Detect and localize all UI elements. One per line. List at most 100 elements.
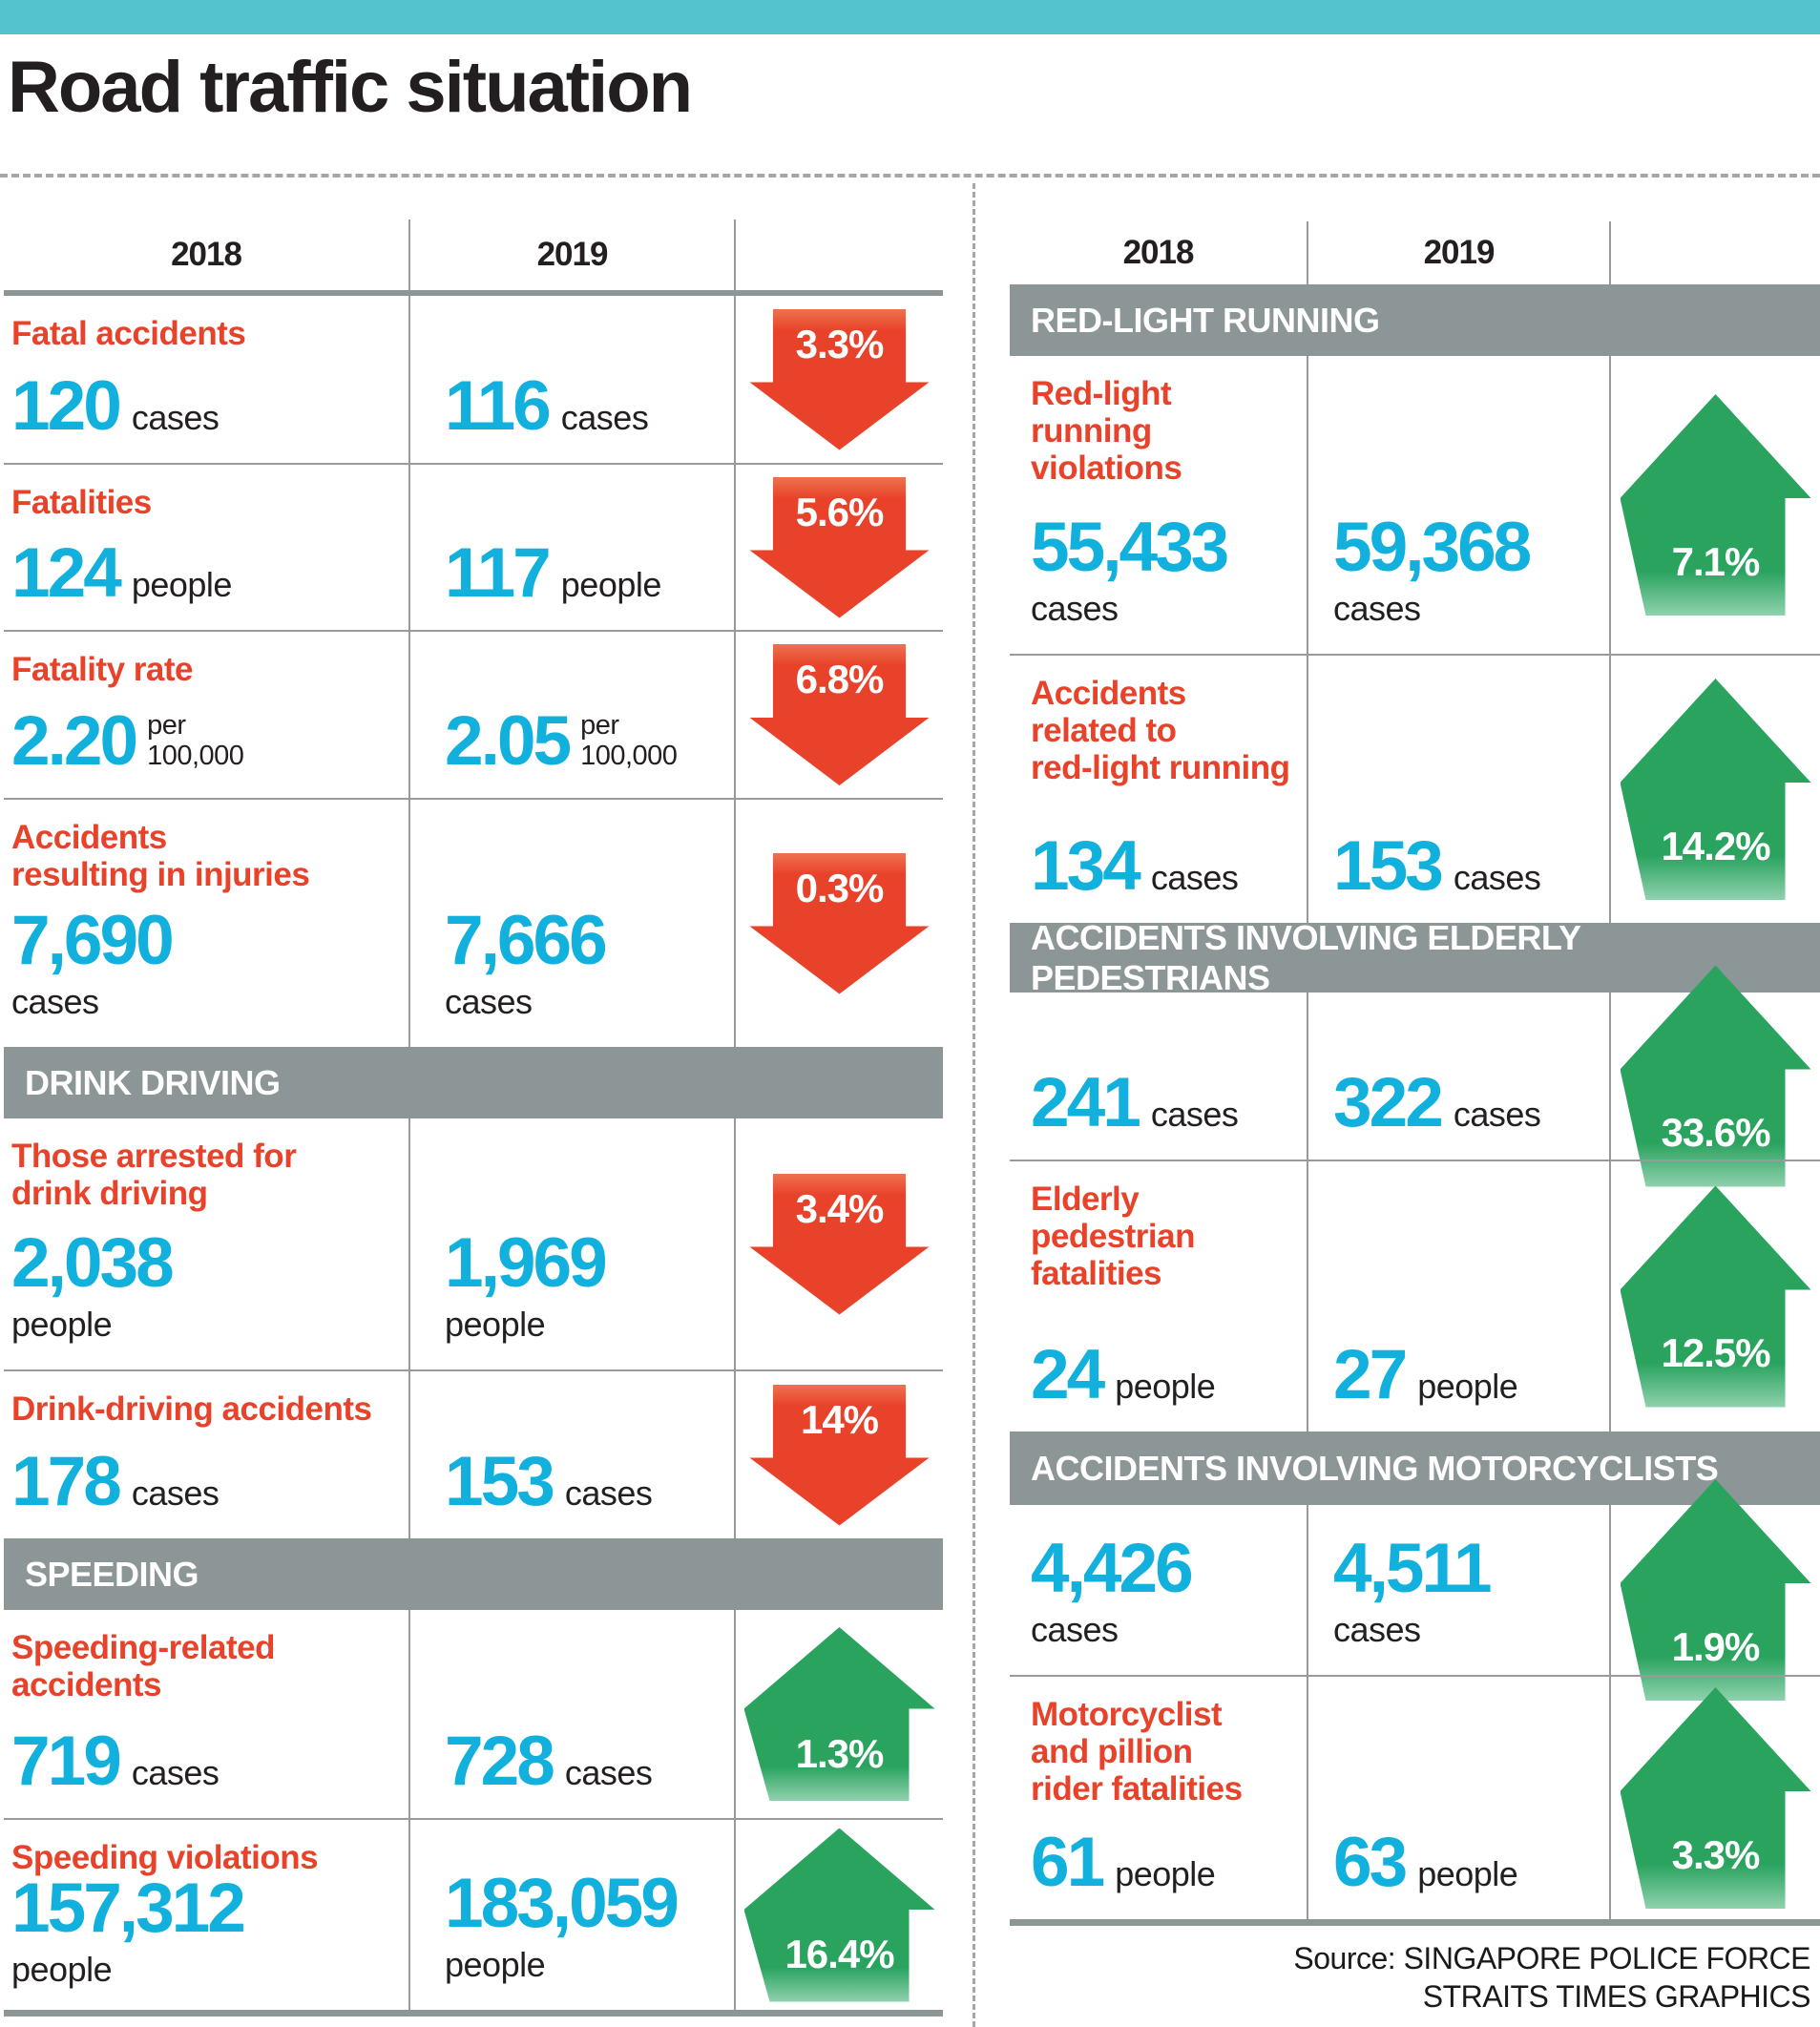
stat-value-line: 157,312	[11, 1873, 403, 1943]
stat-label: Accidents resulting in injuries	[11, 819, 403, 893]
stat-2019-cell: 27 people	[1307, 1161, 1609, 1431]
row-drink-driving-accidents: Drink-driving accidents 178 cases 153 cases 1…	[4, 1369, 943, 1538]
stat-label-line: Those arrested for	[11, 1138, 297, 1175]
year-header-row: 2018 2019	[1010, 221, 1820, 284]
row-fatalities: Fatalities 124 people 117 people 5.6%	[4, 463, 943, 630]
stat-label: Fatality rate	[11, 651, 403, 688]
stat-unit: cases	[1333, 1610, 1421, 1649]
stat-unit: cases	[445, 982, 533, 1021]
stat-unit: cases	[1031, 1610, 1119, 1649]
stat-value-block: 153 cases	[445, 1447, 728, 1516]
row-speeding-accidents: Speeding-related accidents 719 cases 728 case…	[4, 1610, 943, 1818]
trend-pct: 6.8%	[795, 657, 885, 701]
stat-value-2018: 124	[11, 533, 122, 612]
stat-unit: cases	[560, 397, 649, 437]
stat-unit: cases	[1453, 1094, 1541, 1134]
stat-value-2019: 116	[445, 366, 552, 445]
stat-value-2019: 2.05	[445, 701, 572, 780]
section-band-label: SPEEDING	[25, 1554, 199, 1594]
trend-arrow-up: 33.6%	[1620, 965, 1811, 1187]
trend-cell: 5.6%	[734, 465, 943, 630]
row-red-light-violations: Red-light running violations 55,433 cases 59,…	[1010, 356, 1820, 654]
stat-unit: people	[11, 1950, 113, 1990]
stat-label: Accidents related to red-light running	[1031, 675, 1301, 787]
stat-value-2019: 1,969	[445, 1223, 608, 1302]
trend-arrow-down: 0.3%	[749, 852, 930, 994]
stat-value-2018: 2.20	[11, 701, 138, 780]
trend-arrow-down: 6.8%	[749, 644, 930, 785]
stat-value-2018: 719	[11, 1722, 122, 1800]
trend-cell: 7.1%	[1609, 356, 1820, 654]
stat-unit: people	[1115, 1366, 1216, 1406]
stat-unit: people	[560, 564, 662, 604]
stat-2019-cell: 153 cases	[1307, 656, 1609, 923]
stat-2019-cell: 322 cases	[1307, 993, 1609, 1160]
stat-unit: people	[1115, 1853, 1216, 1893]
stat-value-line: 4,511	[1333, 1534, 1603, 1603]
section-band-drink-driving: DRINK DRIVING	[4, 1047, 943, 1118]
year-header-row: 2018 2019	[4, 219, 943, 296]
trend-pct: 16.4%	[784, 1932, 894, 1977]
stat-label: Fatalities	[11, 484, 403, 521]
stat-label-line: Accidents	[11, 819, 167, 856]
stat-unit: cases	[131, 1473, 220, 1513]
stat-value-2018: 134	[1031, 826, 1141, 905]
stat-2019-cell: 117 people	[408, 465, 734, 630]
row-fatal-accidents: Fatal accidents 120 cases 116 cases 3.3%	[4, 296, 943, 463]
section-band-red-light-running: RED-LIGHT RUNNING	[1010, 284, 1820, 356]
stat-label: Fatal accidents	[11, 315, 403, 352]
stat-value-2018: 61	[1031, 1823, 1105, 1901]
stat-label: Speeding violations	[11, 1839, 403, 1876]
trend-cell: 1.3%	[734, 1610, 943, 1818]
stat-unit: people	[1417, 1853, 1518, 1893]
stat-2018-cell: 241 cases	[1010, 993, 1307, 1160]
stat-value-block: 117 people	[445, 538, 728, 608]
stat-value-line: 27 people	[1333, 1335, 1603, 1413]
stat-value-2018: 4,426	[1031, 1529, 1194, 1607]
trend-arrow-down: 3.3%	[749, 308, 930, 450]
stat-value-line: 2.20 per 100,000	[11, 701, 403, 780]
stat-value-2019: 153	[1333, 826, 1444, 905]
stat-2019-cell: 153 cases	[408, 1371, 734, 1538]
year-header-spacer	[734, 219, 943, 290]
stat-unit: cases	[131, 1752, 220, 1792]
stat-value-line: 59,368	[1333, 512, 1603, 582]
trend-pct: 5.6%	[795, 489, 885, 534]
stat-value-line: 55,433	[1031, 508, 1301, 586]
left-stats-table: 2018 2019 Fatal accidents 120 cases 116 cases 3…	[4, 219, 943, 2017]
trend-pct: 3.3%	[795, 321, 885, 366]
right-stats-table: 2018 2019 RED-LIGHT RUNNING Red-light runnin…	[1010, 221, 1820, 1926]
stat-value-block: 2.05 per 100,000	[445, 701, 728, 780]
stat-label-line: running	[1031, 412, 1152, 450]
stat-value-2019: 63	[1333, 1823, 1408, 1901]
trend-cell: 3.3%	[1609, 1677, 1820, 1919]
stat-label-line: fatalities	[1031, 1255, 1162, 1293]
stat-value-line: 178 cases	[11, 1447, 403, 1516]
stat-2018-cell: Fatality rate 2.20 per 100,000	[4, 632, 408, 798]
stat-value-line: 117 people	[445, 538, 728, 608]
stat-2018-cell: Accidents resulting in injuries 7,690 cases	[4, 800, 408, 1047]
stat-value-2018: 55,433	[1031, 508, 1229, 586]
stat-2019-cell: 4,511 cases	[1307, 1505, 1609, 1675]
row-motorcyclist-fatalities: Motorcyclist and pillion rider fatalities 6…	[1010, 1675, 1820, 1919]
stat-2019-cell: 7,666 cases	[408, 800, 734, 1047]
trend-arrow-up: 1.9%	[1620, 1479, 1811, 1701]
stat-value-line: 153 cases	[1333, 826, 1603, 905]
stat-label-line: Drink-driving accidents	[11, 1390, 372, 1428]
stat-value-block: 157,312 people	[11, 1873, 403, 1990]
trend-pct: 14%	[800, 1396, 879, 1442]
stat-unit-line: per	[147, 710, 186, 742]
stat-unit-line: 100,000	[147, 740, 244, 771]
stat-label-line: Fatality rate	[11, 651, 193, 688]
stat-value-2019: 7,666	[445, 901, 608, 979]
stat-value-block: 124 people	[11, 533, 403, 612]
stat-label-line: Motorcyclist	[1031, 1696, 1223, 1733]
stat-value-2019: 27	[1333, 1335, 1408, 1413]
stat-value-2019: 183,059	[445, 1864, 680, 1942]
stat-label: Red-light running violations	[1031, 375, 1301, 488]
stat-value-block: 116 cases	[445, 366, 728, 445]
stat-label-line: Fatalities	[11, 484, 152, 521]
stat-value-block: 24 people	[1031, 1340, 1301, 1410]
trend-arrow-up: 16.4%	[743, 1828, 935, 2002]
